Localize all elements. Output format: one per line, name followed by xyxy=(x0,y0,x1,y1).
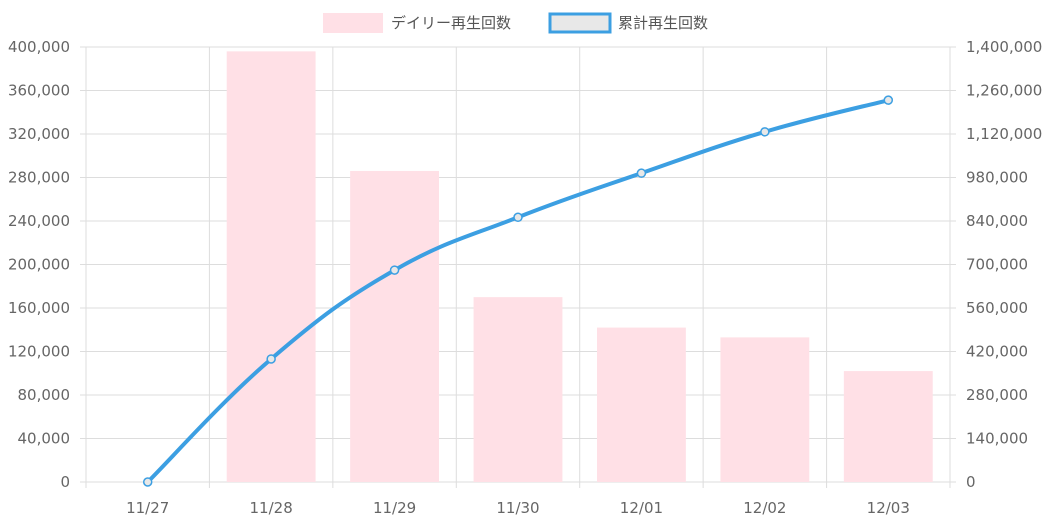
line-point xyxy=(513,212,523,223)
left-axis-tick-label: 40,000 xyxy=(18,430,71,448)
x-axis-tick-label: 12/01 xyxy=(620,499,663,517)
bar xyxy=(226,51,316,482)
left-axis-tick-label: 160,000 xyxy=(8,299,70,317)
right-axis-tick-label: 140,000 xyxy=(966,430,1028,448)
line-point xyxy=(266,354,276,364)
right-axis-tick-label: 0 xyxy=(966,473,976,491)
bar xyxy=(350,170,440,482)
x-axis-tick-label: 11/27 xyxy=(126,499,169,517)
left-axis-tick-label: 400,000 xyxy=(8,38,70,56)
line-series xyxy=(142,95,894,487)
axes: 0 40,000 80,000 120,000 160,000 200,000 240,00… xyxy=(8,38,1042,517)
right-axis-tick-label: 280,000 xyxy=(966,386,1028,404)
left-axis-tick-label: 360,000 xyxy=(8,82,70,100)
bar xyxy=(720,337,810,482)
left-axis-tick-label: 240,000 xyxy=(8,212,70,230)
bar xyxy=(596,327,686,482)
legend-line-label: 累計再生回数 xyxy=(618,14,708,32)
left-axis-tick-label: 120,000 xyxy=(8,343,70,361)
left-axis-tick-label: 320,000 xyxy=(8,125,70,143)
legend-bar-swatch xyxy=(323,13,383,33)
right-axis-tick-label: 420,000 xyxy=(966,343,1028,361)
x-axis-tick-label: 11/30 xyxy=(496,499,539,517)
left-axis-tick-label: 0 xyxy=(60,473,70,491)
right-axis-tick-label: 1,400,000 xyxy=(966,38,1042,56)
legend-line-swatch xyxy=(548,12,612,34)
x-axis-tick-label: 12/03 xyxy=(867,499,910,517)
right-axis-tick-label: 560,000 xyxy=(966,299,1028,317)
left-axis-tick-label: 80,000 xyxy=(18,386,71,404)
left-axis-tick-label: 280,000 xyxy=(8,169,70,187)
line-point xyxy=(760,127,770,137)
line-point xyxy=(142,477,153,487)
right-axis-tick-label: 980,000 xyxy=(966,169,1028,187)
line-point xyxy=(636,168,647,178)
right-axis-tick-label: 1,260,000 xyxy=(966,82,1042,100)
bar xyxy=(473,297,563,482)
line-point xyxy=(883,95,894,105)
x-axis-tick-label: 12/02 xyxy=(743,499,786,517)
legend-bar-label: デイリー再生回数 xyxy=(391,14,511,32)
right-axis-tick-label: 840,000 xyxy=(966,212,1028,230)
right-axis-tick-label: 700,000 xyxy=(966,256,1028,274)
bar xyxy=(843,371,933,482)
legend: デイリー再生回数 累計再生回数 xyxy=(323,12,708,34)
right-axis-tick-label: 1,120,000 xyxy=(966,125,1042,143)
left-axis-tick-label: 200,000 xyxy=(8,256,70,274)
x-axis-tick-label: 11/28 xyxy=(250,499,293,517)
x-axis-tick-label: 11/29 xyxy=(373,499,416,517)
bar-series xyxy=(226,51,933,482)
line-point xyxy=(389,265,400,275)
